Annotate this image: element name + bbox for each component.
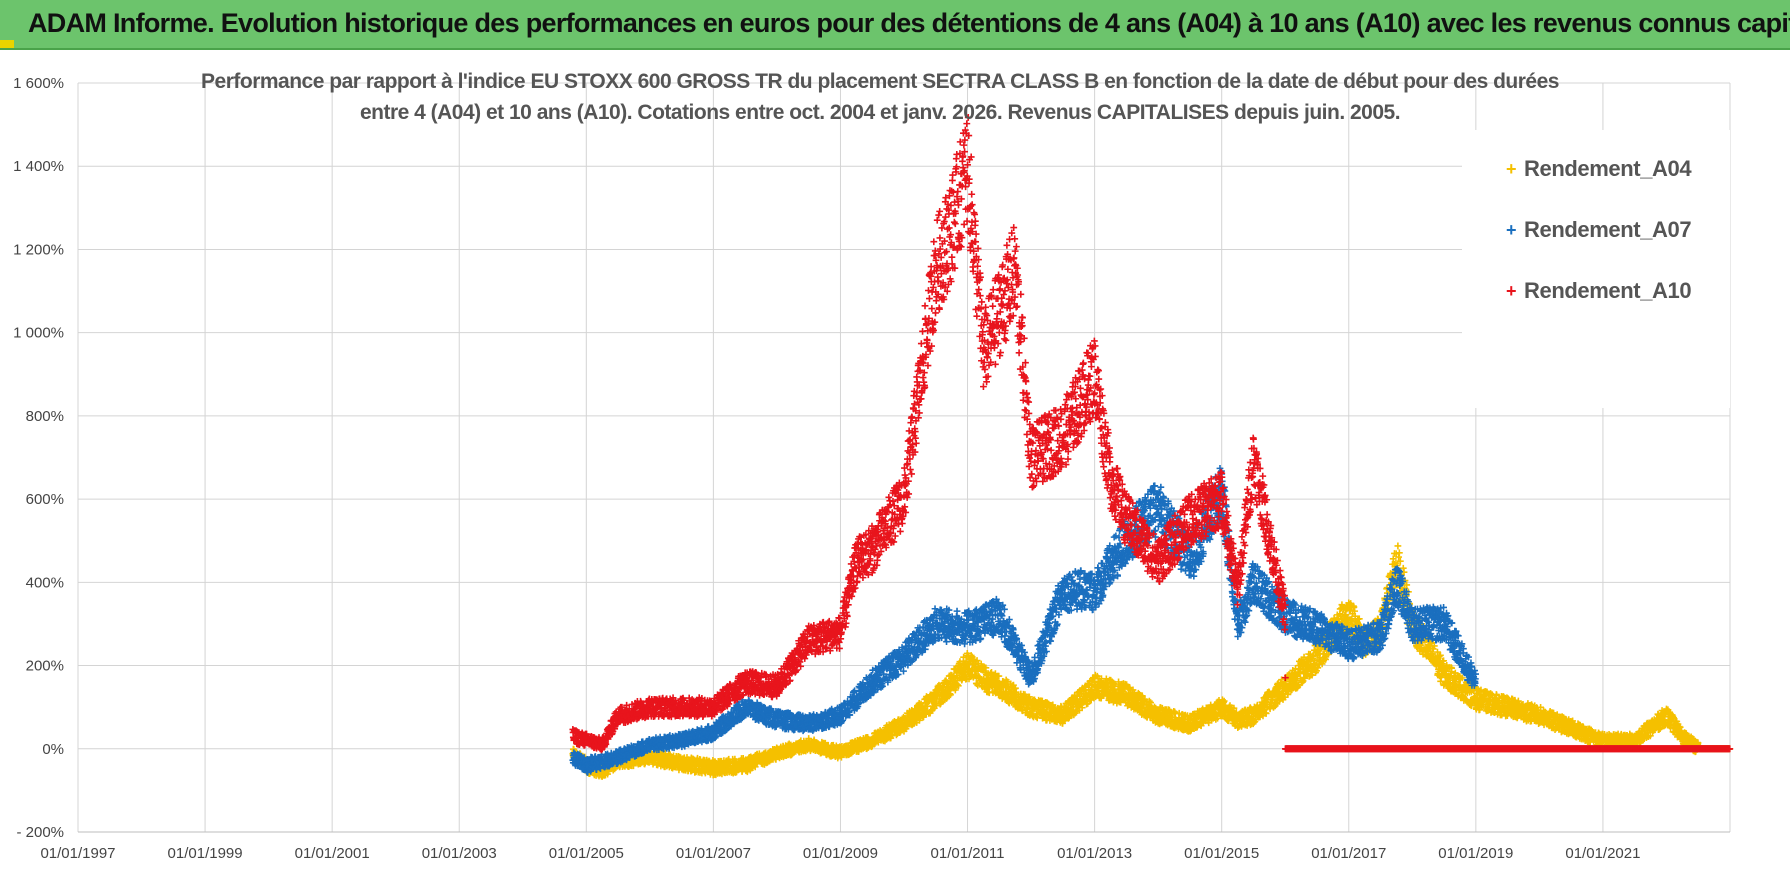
banner-corner-accent: [0, 40, 14, 48]
data-point: [1394, 542, 1402, 550]
data-point: [666, 751, 674, 759]
chart-container: - 200% 0% 200% 400% 600% 800% 1 000% 1 200% 1 40…: [0, 50, 1790, 886]
series-rendement-a04: [569, 542, 1734, 780]
scatter-chart: - 200%0%200%400%600%800%1 000%1 200%1 40…: [13, 75, 1734, 862]
report-title: ADAM Informe. Evolution historique des p…: [28, 8, 1790, 38]
report-banner: ADAM Informe. Evolution historique des p…: [0, 0, 1790, 50]
